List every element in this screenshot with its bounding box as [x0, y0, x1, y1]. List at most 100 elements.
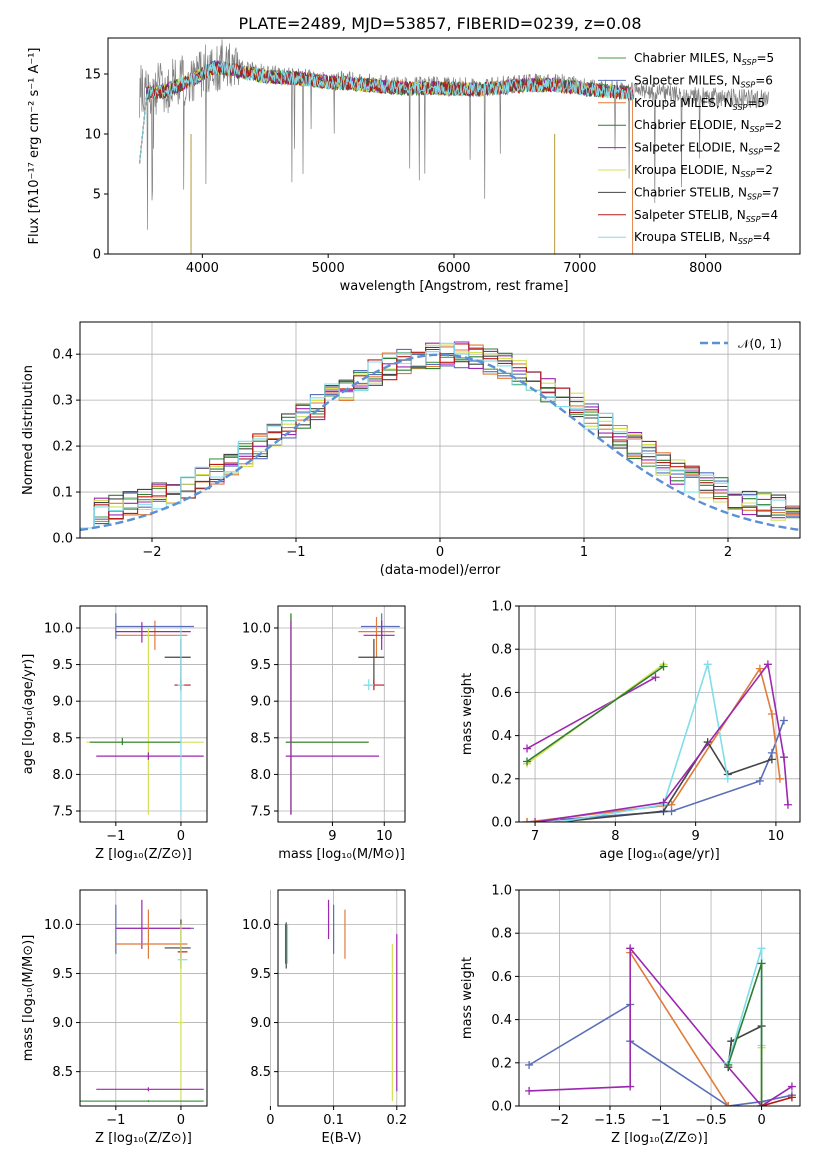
legend-entry: Kroupa ELODIE, NSSP=2 [634, 163, 773, 179]
axes-frame [79, 889, 208, 1107]
x-tick-label: −1 [106, 829, 125, 844]
weight-line [559, 740, 773, 822]
legend-entry: Salpeter ELODIE, NSSP=2 [634, 141, 781, 157]
y-tick-label: 15 [84, 68, 101, 83]
weight-marker [787, 1082, 796, 1091]
axes-frame [518, 889, 801, 1107]
x-axis-label: age [log₁₀(age/yr)] [599, 847, 720, 862]
x-tick-label: 1 [580, 545, 588, 560]
legend-entry-tail: =2 [763, 141, 781, 155]
weight-marker [767, 755, 776, 764]
legend-entry: Salpeter STELIB, NSSP=4 [634, 208, 778, 224]
legend-entry: Kroupa STELIB, NSSP=4 [634, 230, 770, 246]
weight-line [558, 664, 729, 822]
axes-frame [79, 321, 801, 539]
weight-marker [555, 818, 564, 822]
x-axis-label: Z [log₁₀(Z/Z⊙)] [611, 1131, 708, 1146]
legend-entry-tail: =4 [760, 208, 778, 222]
weight-marker [763, 660, 772, 669]
legend-entry-base: Chabrier MILES, N [634, 51, 742, 65]
y-tick-label: 10 [84, 128, 101, 143]
legend-entry-sub: SSP [741, 80, 756, 89]
legend-entry-base: Kroupa STELIB, N [634, 230, 738, 244]
y-tick-label: 8.5 [52, 731, 73, 746]
x-tick-label: 2 [724, 545, 732, 560]
y-tick-label: 0.2 [52, 440, 73, 455]
axes-frame [518, 605, 801, 823]
x-axis-label: Z [log₁₀(Z/Z⊙)] [95, 847, 192, 862]
plot-area [86, 613, 204, 815]
x-tick-label: −2 [550, 1113, 569, 1128]
y-tick-label: 1.0 [491, 600, 512, 615]
x-axis-label: Z [log₁₀(Z/Z⊙)] [95, 1131, 192, 1146]
plot-area [284, 899, 398, 1102]
x-tick-label: 9 [328, 829, 336, 844]
y-axis-label: Normed distribution [21, 365, 36, 495]
axes-frame [277, 605, 406, 823]
legend-entry-sub: SSP [742, 58, 757, 67]
y-tick-label: 0.6 [491, 970, 512, 985]
y-tick-label: 8.0 [250, 768, 271, 783]
y-tick-label: 0.2 [491, 1056, 512, 1071]
axes-frame [79, 605, 208, 823]
legend-entry-sub: SSP [750, 125, 765, 134]
y-tick-label: 8.5 [250, 731, 271, 746]
x-tick-label: 10 [768, 829, 785, 844]
y-tick-label: 10.0 [242, 621, 271, 636]
x-axis-label: (data-model)/error [380, 563, 501, 578]
x-tick-label: 8000 [689, 261, 722, 276]
weight-marker [775, 774, 784, 783]
weight-line [526, 676, 656, 750]
legend-entry: Salpeter MILES, NSSP=6 [634, 73, 773, 89]
y-tick-label: 0.4 [52, 348, 73, 363]
plot-area [80, 899, 204, 1103]
residual-legend: 𝒩(0, 1) [700, 337, 782, 351]
legend-entry-base: Kroupa MILES, N [634, 96, 733, 110]
legend-entry: Kroupa MILES, NSSP=5 [634, 96, 765, 112]
legend-entry-base: Salpeter STELIB, N [634, 208, 746, 222]
legend-entry-sub: SSP [733, 103, 748, 112]
x-tick-label: 0 [757, 1113, 765, 1128]
residual-histogram [80, 343, 800, 529]
panel-massweight-vs-z: −2 −1.5 −1 −0.5 0 0.0 0.2 0.4 0.6 0.8 1.0 Z [log₁₀(… [460, 884, 801, 1146]
y-tick-label: 0.8 [491, 643, 512, 658]
y-tick-label: 0.2 [491, 772, 512, 787]
y-tick-label: 9.5 [52, 658, 73, 673]
weight-marker [724, 1102, 733, 1106]
spectrum-model-line [139, 61, 633, 165]
weight-line [526, 665, 664, 763]
x-tick-label: 7000 [563, 261, 596, 276]
legend-entry-tail: =2 [755, 163, 773, 177]
y-tick-label: 10.0 [242, 918, 271, 933]
panel-massweight-vs-age: 7 8 9 10 0.0 0.2 0.4 0.6 0.8 1.0 age [log₁₀(age/yr… [460, 600, 801, 862]
weight-marker [523, 757, 532, 766]
y-tick-label: 9.5 [250, 967, 271, 982]
weight-marker [659, 798, 668, 807]
weight-marker [651, 673, 660, 682]
y-tick-label: 10.0 [44, 918, 73, 933]
weight-marker [531, 818, 540, 822]
plot-area [80, 341, 800, 532]
x-tick-label: 0 [177, 829, 185, 844]
weight-line [534, 662, 789, 822]
legend-entry-tail: =6 [755, 73, 773, 87]
y-axis-label: mass [log₁₀(M/M⊙)] [21, 935, 36, 1062]
weight-marker [757, 959, 766, 968]
y-tick-label: 0 [93, 248, 101, 263]
weight-marker [703, 660, 712, 669]
weight-marker [525, 1060, 534, 1069]
panel-age-vs-z: −1 0 7.5 8.0 8.5 9.0 9.5 10.0 Z [log₁₀(Z/Z⊙)] age… [21, 605, 208, 862]
legend-entry-base: Salpeter MILES, N [634, 73, 741, 87]
y-tick-label: 9.0 [52, 1016, 73, 1031]
weight-marker [767, 710, 776, 718]
x-tick-label: −1.5 [594, 1113, 626, 1128]
y-tick-label: 0.1 [52, 486, 73, 501]
x-axis-label: wavelength [Angstrom, rest frame] [340, 279, 569, 294]
panel-mass-vs-z: −1 0 8.5 9.0 9.5 10.0 Z [log₁₀(Z/Z⊙)] mass [log… [21, 889, 208, 1146]
x-tick-label: −0.5 [695, 1113, 727, 1128]
x-tick-label: 7 [531, 829, 539, 844]
legend-entry-sub: SSP [746, 215, 761, 224]
weight-marker [757, 1102, 766, 1106]
